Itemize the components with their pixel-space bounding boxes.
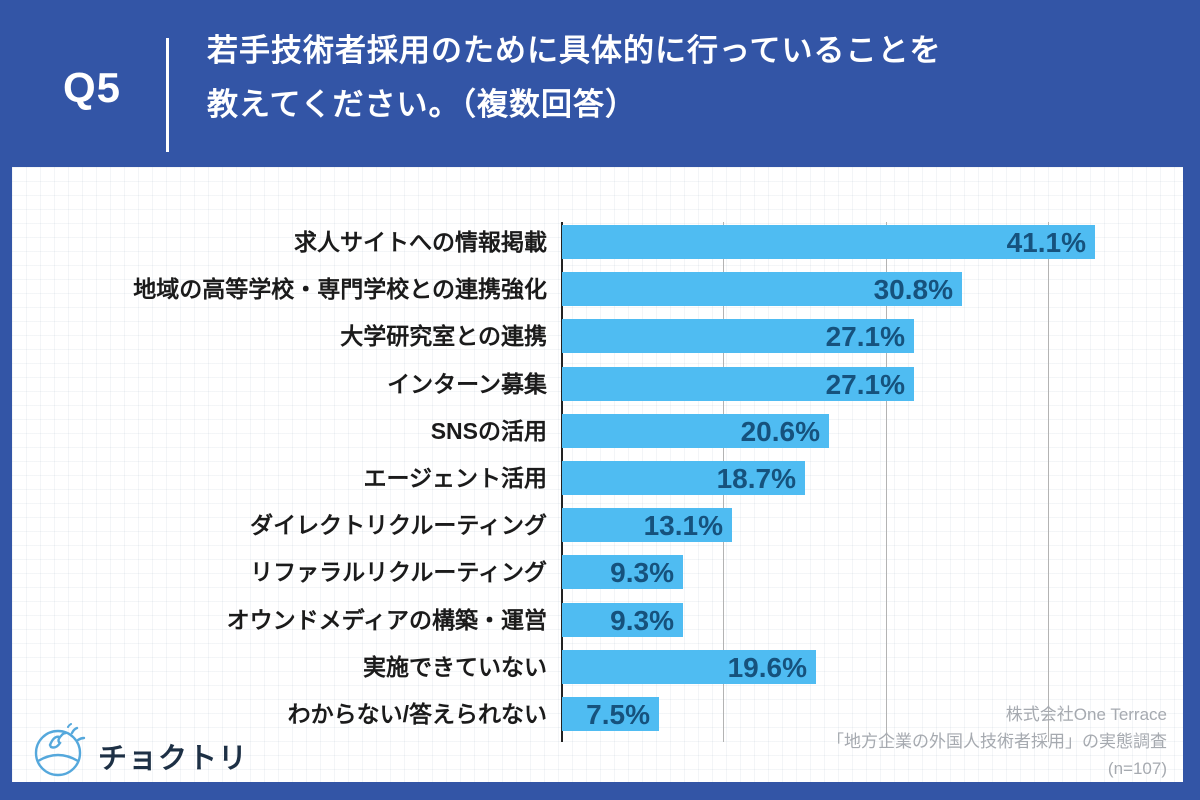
gridline xyxy=(1047,222,1049,742)
bar: 27.1% xyxy=(562,319,914,353)
source-sample-size: (n=107) xyxy=(1107,759,1167,778)
chart-row: エージェント活用 18.7% xyxy=(12,461,1183,495)
chart-row: 大学研究室との連携 27.1% xyxy=(12,319,1183,353)
value-label: 18.7% xyxy=(716,463,796,494)
category-label: ダイレクトリクルーティング xyxy=(250,512,547,538)
chart-row: 求人サイトへの情報掲載 41.1% xyxy=(12,225,1183,259)
category-label: わからない/答えられない xyxy=(287,701,547,727)
chart-row: オウンドメディアの構築・運営 9.3% xyxy=(12,603,1183,637)
source-company: 株式会社One Terrace xyxy=(1005,705,1167,724)
bar: 9.3% xyxy=(562,603,683,637)
chart-row: わからない/答えられない 7.5% xyxy=(12,697,1183,731)
category-label: インターン募集 xyxy=(387,371,547,397)
category-label: オウンドメディアの構築・運営 xyxy=(226,607,547,633)
chart-row: 実施できていない 19.6% xyxy=(12,650,1183,684)
source-survey: 「地方企業の外国人技術者採用」の実態調査 xyxy=(827,732,1167,751)
value-label: 9.3% xyxy=(610,557,674,588)
chart-row: SNSの活用 20.6% xyxy=(12,414,1183,448)
globe-bird-icon xyxy=(34,723,86,777)
bar: 30.8% xyxy=(562,272,962,306)
page-title-line2: 教えてください。（複数回答） xyxy=(207,87,638,122)
category-label: SNSの活用 xyxy=(430,418,547,444)
category-label: エージェント活用 xyxy=(363,465,547,491)
bar: 27.1% xyxy=(562,367,914,401)
value-label: 19.6% xyxy=(727,652,807,683)
category-label: 実施できていない xyxy=(363,654,547,680)
bar: 41.1% xyxy=(562,225,1095,259)
category-label: リファラルリクルーティング xyxy=(250,559,547,585)
value-label: 9.3% xyxy=(610,605,674,636)
header-banner: Q5 若手技術者採用のために具体的に行っていることを 教えてください。（複数回答… xyxy=(0,0,1200,167)
chart-row: インターン募集 27.1% xyxy=(12,367,1183,401)
value-label: 7.5% xyxy=(586,699,650,730)
chart-row: リファラルリクルーティング 9.3% xyxy=(12,555,1183,589)
value-label: 13.1% xyxy=(643,510,723,541)
gridline xyxy=(885,222,887,742)
page-title: 若手技術者採用のために具体的に行っていることを 教えてください。（複数回答） xyxy=(207,24,1167,132)
bar: 18.7% xyxy=(562,461,805,495)
bar: 13.1% xyxy=(562,508,732,542)
bar: 7.5% xyxy=(562,697,659,731)
chart-row: ダイレクトリクルーティング 13.1% xyxy=(12,508,1183,542)
chart-panel: 求人サイトへの情報掲載 41.1% 地域の高等学校・専門学校との連携強化 30.8% 大… xyxy=(12,167,1183,782)
category-label: 求人サイトへの情報掲載 xyxy=(294,229,547,255)
category-label: 地域の高等学校・専門学校との連携強化 xyxy=(133,276,547,302)
value-label: 30.8% xyxy=(873,274,953,305)
bar: 9.3% xyxy=(562,555,683,589)
page-title-line1: 若手技術者採用のために具体的に行っていることを xyxy=(207,33,942,68)
source-attribution: 株式会社One Terrace 「地方企業の外国人技術者採用」の実態調査 (n=… xyxy=(667,701,1167,782)
question-number: Q5 xyxy=(62,64,122,111)
value-label: 27.1% xyxy=(825,369,905,400)
value-label: 27.1% xyxy=(825,321,905,352)
header-separator xyxy=(166,38,169,152)
value-label: 41.1% xyxy=(1006,227,1086,258)
category-label: 大学研究室との連携 xyxy=(340,323,547,349)
logo-text: チョクトリ xyxy=(98,743,249,775)
bar: 19.6% xyxy=(562,650,816,684)
value-label: 20.6% xyxy=(740,416,820,447)
bar: 20.6% xyxy=(562,414,829,448)
logo: チョクトリ xyxy=(32,723,292,783)
chart-row: 地域の高等学校・専門学校との連携強化 30.8% xyxy=(12,272,1183,306)
